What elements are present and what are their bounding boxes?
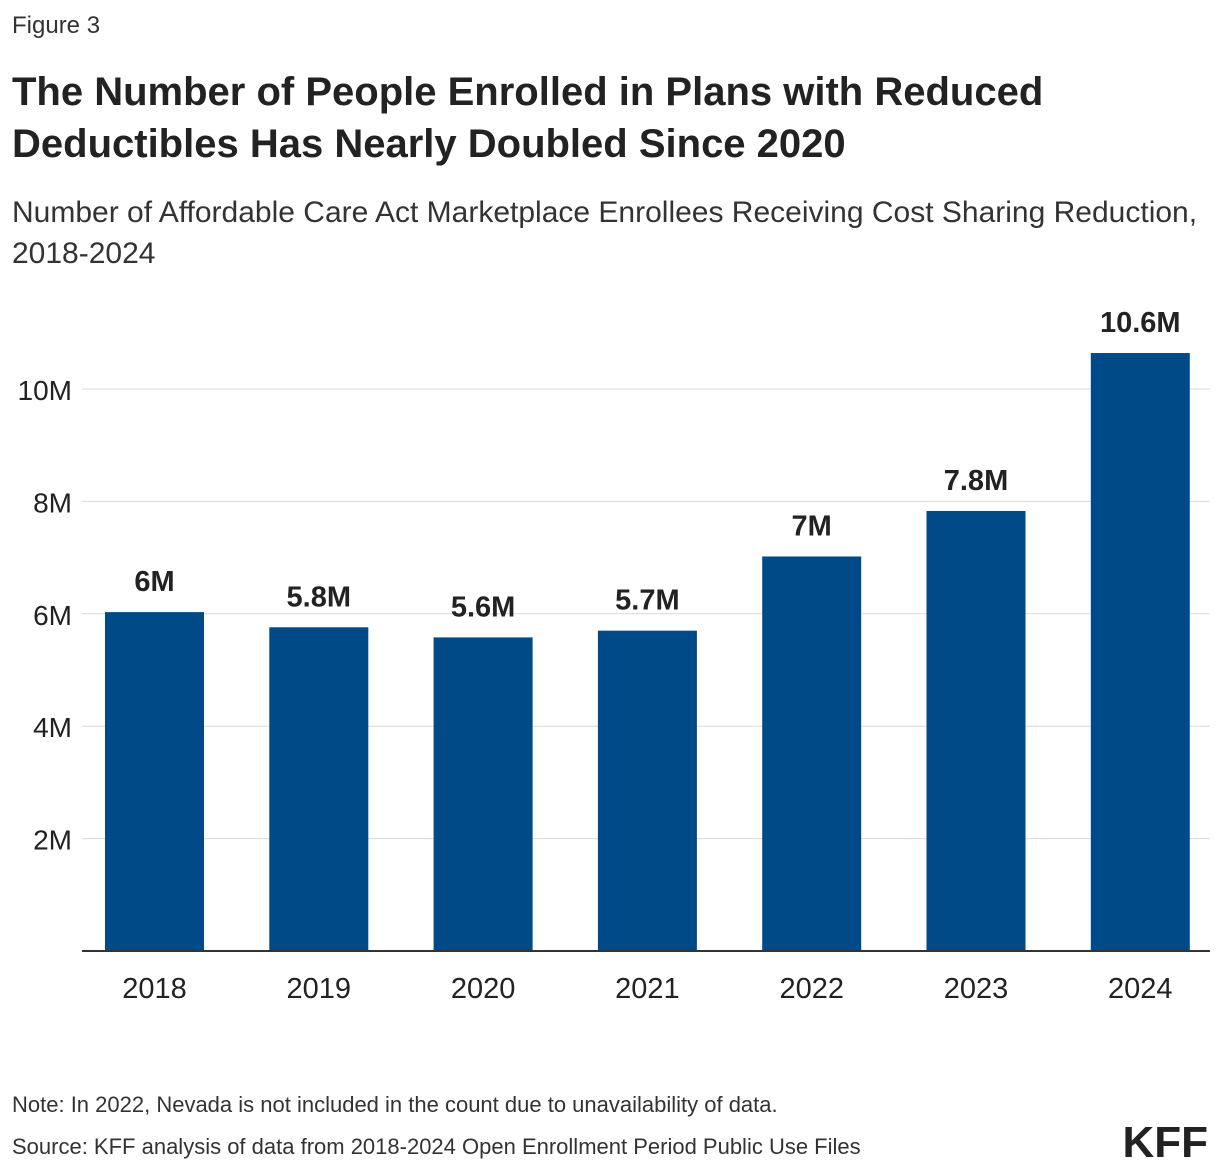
chart-title: The Number of People Enrolled in Plans w… — [12, 70, 1044, 166]
x-tick-label: 2022 — [779, 973, 844, 1005]
bar — [105, 612, 204, 951]
bar — [762, 556, 862, 951]
bar — [433, 637, 533, 951]
kff-logo: KFF — [1122, 1118, 1208, 1167]
bar-data-label: 10.6M — [1100, 307, 1181, 339]
x-tick-label: 2024 — [1108, 973, 1173, 1005]
x-tick-label: 2021 — [615, 973, 680, 1005]
chart-note: Note: In 2022, Nevada is not included in… — [12, 1092, 778, 1117]
bar-data-label: 7.8M — [944, 465, 1008, 497]
bar-chart: 2M 4M 6M 8M 10M 6M 5.8M 5.6M 5.7M 7M 7.8M 10.6M 20… — [18, 307, 1210, 1005]
x-axis-tick-labels: 2018 2019 2020 2021 2022 2023 2024 — [122, 973, 1172, 1005]
y-tick-label: 6M — [33, 600, 72, 631]
bar-data-label: 6M — [134, 566, 174, 598]
x-tick-label: 2023 — [944, 973, 1009, 1005]
bar-data-labels: 6M 5.8M 5.6M 5.7M 7M 7.8M 10.6M — [134, 307, 1180, 623]
chart-source: Source: KFF analysis of data from 2018-2… — [12, 1134, 861, 1159]
y-tick-label: 2M — [33, 825, 72, 856]
x-tick-label: 2018 — [122, 973, 187, 1005]
bar — [597, 630, 697, 951]
figure-label: Figure 3 — [12, 12, 101, 39]
y-tick-label: 10M — [18, 375, 72, 406]
bars — [105, 353, 1190, 952]
x-tick-label: 2020 — [451, 973, 516, 1005]
bar-data-label: 7M — [792, 510, 832, 542]
bar — [1090, 353, 1190, 952]
x-tick-label: 2019 — [287, 973, 352, 1005]
y-tick-label: 8M — [33, 487, 72, 518]
bar-data-label: 5.8M — [287, 581, 351, 613]
bar-data-label: 5.6M — [451, 591, 515, 623]
y-tick-label: 4M — [33, 712, 72, 743]
bar — [269, 627, 369, 951]
bar-data-label: 5.7M — [615, 585, 679, 617]
y-axis-tick-labels: 2M 4M 6M 8M 10M — [18, 375, 72, 856]
bar — [926, 510, 1026, 951]
chart-subtitle: Number of Affordable Care Act Marketplac… — [12, 196, 1198, 270]
